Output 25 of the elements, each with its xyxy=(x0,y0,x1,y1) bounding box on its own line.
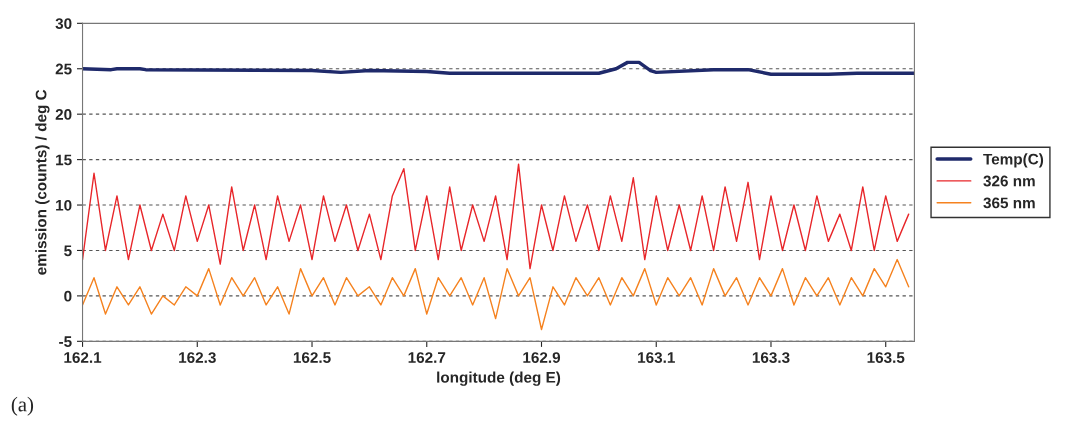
legend-label: 365 nm xyxy=(983,197,1035,209)
y-tick-label: 15 xyxy=(56,154,72,166)
y-tick-label: 5 xyxy=(64,245,72,257)
y-tick-label: 25 xyxy=(55,63,72,75)
x-tick-label: 162.5 xyxy=(293,352,331,363)
x-tick-label: 163.1 xyxy=(638,352,675,363)
x-tick-label: 163.3 xyxy=(752,352,790,363)
line-series xyxy=(82,258,910,331)
line-series xyxy=(82,163,910,270)
y-axis-title: emission (counts) / deg C xyxy=(35,89,50,275)
x-tick-label: 162.1 xyxy=(64,352,102,363)
x-tick-label: 162.3 xyxy=(179,352,216,363)
y-tick-label: -5 xyxy=(59,336,72,348)
line-series xyxy=(82,60,915,76)
x-tick-label: 163.5 xyxy=(867,352,905,363)
y-tick-label: 10 xyxy=(56,199,72,211)
legend-label: 326 nm xyxy=(983,175,1035,187)
x-axis-title: longitude (deg E) xyxy=(437,371,561,386)
text: (a) xyxy=(11,396,34,416)
x-tick-label: 162.9 xyxy=(523,352,561,363)
y-tick-label: 0 xyxy=(64,290,72,302)
y-tick-label: 20 xyxy=(55,109,72,120)
x-tick-label: 162.7 xyxy=(408,352,446,363)
legend-label: Temp(C) xyxy=(983,153,1044,168)
y-tick-label: 30 xyxy=(55,18,72,30)
